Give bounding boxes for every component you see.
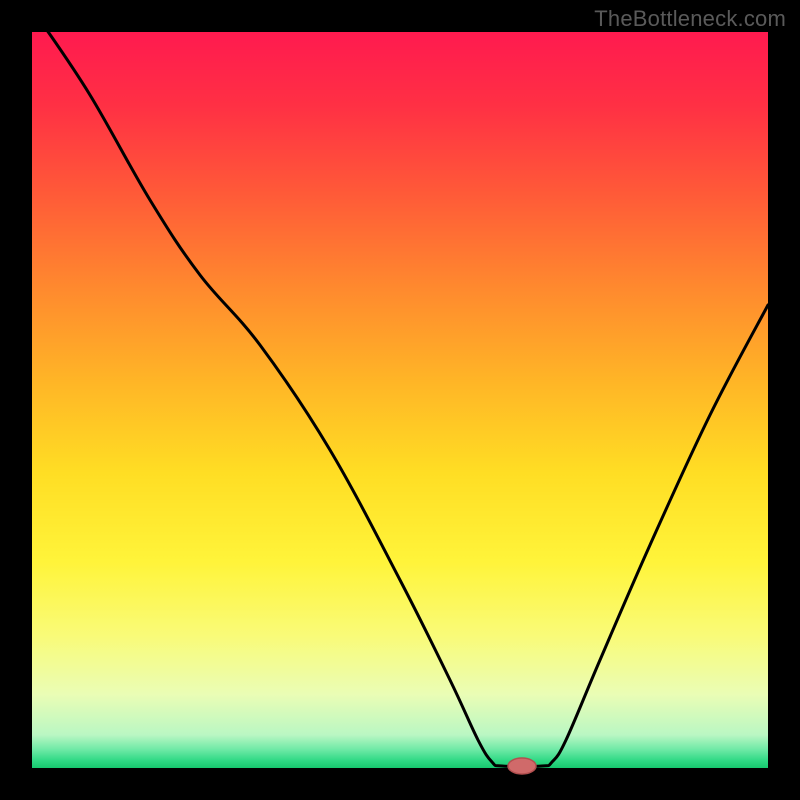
bottleneck-chart xyxy=(0,0,800,800)
plot-background xyxy=(32,32,768,768)
optimum-marker xyxy=(508,758,536,774)
